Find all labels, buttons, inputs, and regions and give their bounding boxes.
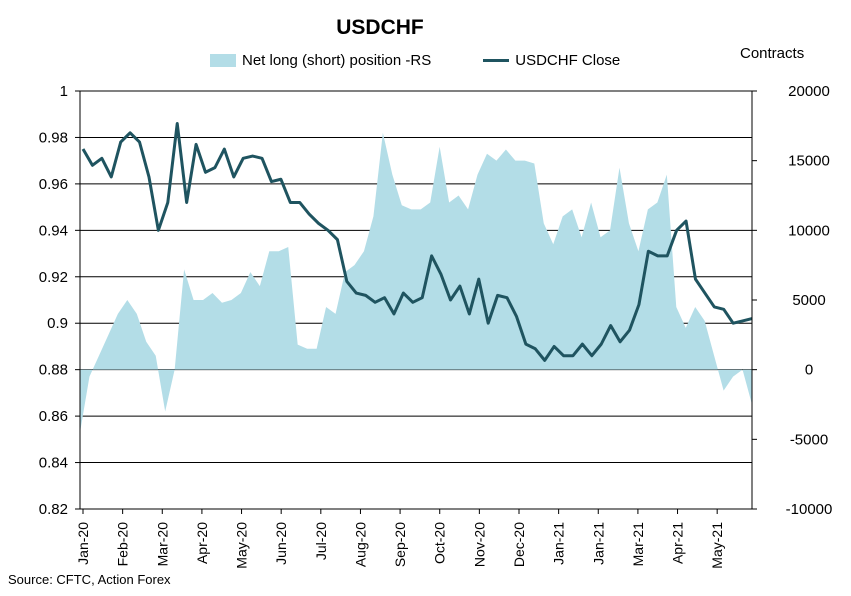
x-tick-label: Sep-20 <box>392 522 408 567</box>
legend: Net long (short) position -RS USDCHF Clo… <box>210 52 672 69</box>
right-tick-label: 10000 <box>788 222 830 239</box>
x-tick-label: Jan-20 <box>75 522 91 565</box>
legend-item-line: USDCHF Close <box>483 52 620 69</box>
left-tick-label: 0.86 <box>39 408 68 425</box>
axes: 0.82 0.84 0.86 0.88 0.9 0.92 0.94 0.96 0.98 1 -100… <box>39 83 833 569</box>
left-tick-label: 0.96 <box>39 176 68 193</box>
x-tick-label: Aug-20 <box>352 522 368 567</box>
x-tick-label: Mar-20 <box>154 522 170 567</box>
x-tick-label: Mar-21 <box>630 522 646 567</box>
area-path <box>80 132 752 433</box>
left-tick-label: 0.94 <box>39 222 68 239</box>
left-tick-label: 1 <box>60 83 68 100</box>
right-tick-label: -5000 <box>790 431 828 448</box>
left-tick-label: 0.88 <box>39 362 68 379</box>
chart-title: USDCHF <box>336 16 424 39</box>
x-tick-label: May-20 <box>234 522 250 569</box>
legend-label-line: USDCHF Close <box>515 52 621 69</box>
left-tick-label: 0.98 <box>39 129 68 146</box>
x-tick-label: Feb-20 <box>115 522 131 567</box>
x-tick-label: May-21 <box>709 522 725 569</box>
line-series <box>81 122 753 362</box>
legend-item-area: Net long (short) position -RS <box>210 52 431 69</box>
x-tick-label: Jan-21 <box>590 522 606 565</box>
left-tick-label: 0.84 <box>39 455 68 472</box>
x-tick-label: Apr-21 <box>670 522 686 564</box>
right-tick-label: 0 <box>805 362 813 379</box>
legend-swatch-line <box>483 59 510 62</box>
x-tick-label: Dec-20 <box>511 522 527 567</box>
x-tick-label: Jun-20 <box>273 522 289 565</box>
legend-swatch-area <box>210 54 236 67</box>
area-series <box>80 132 752 433</box>
right-tick-label: 15000 <box>788 153 830 170</box>
x-tick-label: Apr-20 <box>194 522 210 564</box>
left-tick-label: 0.92 <box>39 269 68 286</box>
right-tick-label: 20000 <box>788 83 830 100</box>
right-tick-label: -10000 <box>786 501 833 518</box>
left-tick-label: 0.9 <box>47 315 68 332</box>
right-axis-title: Contracts <box>740 45 805 62</box>
x-tick-label: Oct-20 <box>432 522 448 564</box>
x-tick-label: Jul-20 <box>313 522 329 560</box>
x-tick-label: Jan-21 <box>551 522 567 565</box>
legend-label-area: Net long (short) position -RS <box>242 52 432 69</box>
right-tick-label: 5000 <box>792 292 825 309</box>
x-tick-label: Nov-20 <box>471 522 487 567</box>
line-path <box>81 122 753 362</box>
left-tick-label: 0.82 <box>39 501 68 518</box>
source-note: Source: CFTC, Action Forex <box>8 572 171 587</box>
